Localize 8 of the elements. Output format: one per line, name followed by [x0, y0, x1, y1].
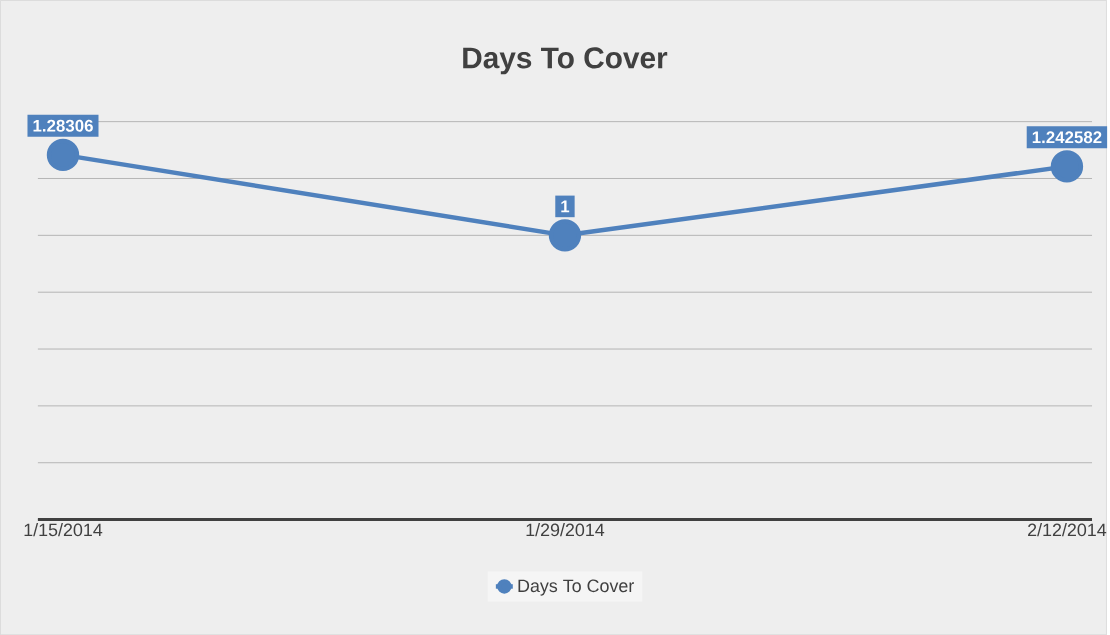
legend-label: Days To Cover [518, 579, 634, 596]
chart-title: Days To Cover [463, 47, 668, 75]
data-label: 1.28306 [33, 119, 93, 132]
data-label: 1.242582 [1032, 131, 1102, 144]
x-tick-label: 1/15/2014 [24, 522, 103, 537]
x-tick-label: 2/12/2014 [1028, 522, 1107, 537]
data-label: 1 [561, 200, 570, 213]
x-tick-label: 1/29/2014 [526, 522, 605, 537]
